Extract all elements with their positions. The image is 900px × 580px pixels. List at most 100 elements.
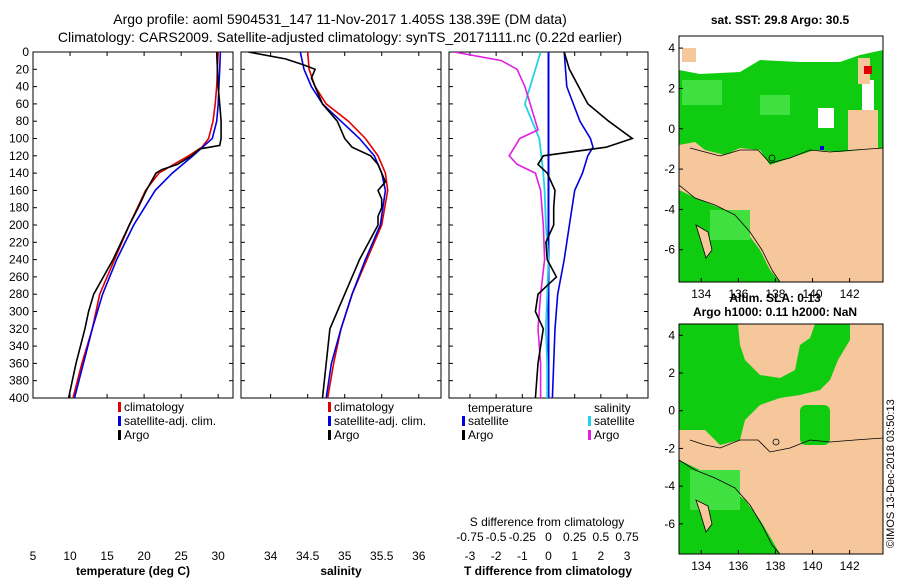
sst-map-ticks: 134 136 138 140 142 4 2 0 -2 -4 -6 bbox=[664, 41, 860, 301]
sla-map-frame bbox=[678, 323, 884, 555]
map-x-tick-label: 138 bbox=[765, 287, 785, 301]
map-y-tick-label: -2 bbox=[664, 162, 675, 176]
depth-tick-label: 360 bbox=[9, 356, 29, 370]
sla-island bbox=[695, 499, 713, 533]
sla-ocean-north bbox=[679, 324, 850, 445]
legend-label-s-argo: Argo bbox=[594, 428, 620, 442]
legend-label-satellite: satellite-adj. clim. bbox=[334, 414, 426, 428]
temperature-legend: climatology satellite-adj. clim. Argo bbox=[118, 400, 216, 442]
sla-coastline bbox=[689, 437, 883, 453]
x-tick-label: 1 bbox=[571, 549, 578, 563]
sst-hot-pixel bbox=[864, 66, 872, 74]
legend-label-argo: Argo bbox=[124, 428, 150, 442]
difference-ticks: -3 -2 -1 0 1 2 3 bbox=[449, 51, 648, 563]
sla-map-ticks: 134 136 138 140 142 4 2 0 -2 -4 -6 bbox=[664, 328, 860, 573]
map-x-tick-label: 142 bbox=[840, 559, 860, 573]
credit-text: ©IMOS 13-Dec-2018 03:50:13 bbox=[885, 399, 897, 548]
depth-tick-label: 280 bbox=[9, 287, 29, 301]
t-diff-xlabel: T difference from climatology bbox=[464, 564, 632, 578]
legend-swatch-t-satellite bbox=[462, 416, 465, 426]
legend-label-argo: Argo bbox=[334, 428, 360, 442]
map-x-tick-label: 134 bbox=[691, 559, 711, 573]
x-tick-label: -3 bbox=[465, 549, 476, 563]
depth-axis: 0 20 40 60 80 100 120 140 160 180 200 220 240 260 280 3… bbox=[9, 45, 29, 405]
x-tick-label: 35 bbox=[338, 549, 352, 563]
x-tick-label: 30 bbox=[212, 549, 226, 563]
x-tick-label: 2 bbox=[598, 549, 605, 563]
s-tick-label: -0.5 bbox=[486, 530, 507, 544]
difference-legend: temperature satellite Argo salinity sate… bbox=[462, 401, 635, 442]
depth-tick-label: 120 bbox=[9, 149, 29, 163]
s-tick-label: 0 bbox=[545, 530, 552, 544]
title-line-1: Argo profile: aoml 5904531_147 11-Nov-20… bbox=[113, 11, 566, 27]
x-tick-label: 15 bbox=[100, 549, 114, 563]
legend-title-salinity: salinity bbox=[594, 401, 631, 415]
depth-tick-label: 220 bbox=[9, 235, 29, 249]
map-y-tick-label: 2 bbox=[668, 366, 675, 380]
x-tick-label: 5 bbox=[30, 549, 37, 563]
depth-tick-label: 160 bbox=[9, 183, 29, 197]
x-tick-label: 10 bbox=[63, 549, 77, 563]
map-y-tick-label: 4 bbox=[668, 41, 675, 55]
sst-missing-patch bbox=[862, 80, 874, 110]
sst-island bbox=[768, 154, 776, 162]
s-diff-ticks: -0.75 -0.5 -0.25 0 0.25 0.5 0.75 bbox=[456, 530, 639, 544]
legend-label-t-argo: Argo bbox=[468, 428, 494, 442]
map-x-tick-label: 136 bbox=[728, 287, 748, 301]
sst-missing-north bbox=[679, 36, 883, 74]
legend-swatch-satellite bbox=[118, 416, 121, 426]
sst-warm-patch bbox=[682, 80, 722, 105]
sst-warm-patch bbox=[760, 95, 790, 115]
sla-ocean-patch bbox=[800, 405, 830, 445]
map-y-tick-label: 2 bbox=[668, 81, 675, 95]
map-y-tick-label: -4 bbox=[664, 202, 675, 216]
x-tick-label: 25 bbox=[174, 549, 188, 563]
depth-tick-label: 100 bbox=[9, 132, 29, 146]
salinity-xlabel: salinity bbox=[320, 564, 362, 578]
s-diff-satellite-line bbox=[523, 52, 550, 398]
temperature-argo-line bbox=[67, 52, 222, 398]
map-y-tick-label: 0 bbox=[668, 122, 675, 136]
sst-coastline bbox=[679, 184, 781, 282]
sst-land-patch bbox=[848, 110, 878, 150]
sla-map-title-1: Altim. SLA: 0.13 bbox=[729, 291, 821, 305]
s-tick-label: 0.25 bbox=[563, 530, 587, 544]
temperature-climatology-line bbox=[72, 52, 219, 398]
map-y-tick-label: 0 bbox=[668, 404, 675, 418]
title-line-2: Climatology: CARS2009. Satellite-adjuste… bbox=[58, 29, 622, 45]
map-x-tick-label: 134 bbox=[691, 287, 711, 301]
legend-swatch-argo bbox=[118, 430, 121, 440]
legend-title-temperature: temperature bbox=[468, 401, 533, 415]
x-tick-label: 34.5 bbox=[296, 549, 320, 563]
s-tick-label: -0.25 bbox=[509, 530, 537, 544]
depth-tick-label: 320 bbox=[9, 322, 29, 336]
legend-label-climatology: climatology bbox=[124, 400, 184, 414]
temperature-panel: 5 10 15 20 25 30 temperature (deg C) climatol… bbox=[30, 51, 234, 578]
depth-tick-label: 300 bbox=[9, 305, 29, 319]
legend-label-satellite: satellite-adj. clim. bbox=[124, 414, 216, 428]
depth-tick-label: 140 bbox=[9, 166, 29, 180]
x-tick-label: 0 bbox=[545, 549, 552, 563]
depth-tick-label: 180 bbox=[9, 201, 29, 215]
temperature-xlabel: temperature (deg C) bbox=[76, 564, 190, 578]
legend-label-climatology: climatology bbox=[334, 400, 394, 414]
sst-coastline bbox=[689, 147, 883, 164]
depth-tick-label: 80 bbox=[16, 114, 30, 128]
map-x-tick-label: 140 bbox=[803, 559, 823, 573]
legend-swatch-satellite bbox=[328, 416, 331, 426]
salinity-frame bbox=[240, 51, 442, 399]
sst-map-frame bbox=[678, 35, 884, 283]
difference-panel: -3 -2 -1 0 1 2 3 S difference from climatology… bbox=[448, 51, 649, 578]
sla-map: Altim. SLA: 0.13 Argo h1000: 0.11 h2000:… bbox=[664, 291, 884, 573]
map-y-tick-label: -2 bbox=[664, 441, 675, 455]
legend-swatch-t-argo bbox=[462, 430, 465, 440]
sla-map-title-2: Argo h1000: 0.11 h2000: NaN bbox=[693, 305, 857, 319]
salinity-argo-line bbox=[248, 52, 387, 398]
map-y-tick-label: -6 bbox=[664, 243, 675, 257]
s-tick-label: -0.75 bbox=[456, 530, 484, 544]
x-tick-label: -1 bbox=[517, 549, 528, 563]
depth-tick-label: 60 bbox=[16, 97, 30, 111]
salinity-panel: 34 34.5 35 35.5 36 salinity climatology sate… bbox=[240, 51, 442, 578]
sst-map: sat. SST: 29.8 Argo: 30.5 1 bbox=[664, 13, 884, 301]
depth-tick-label: 400 bbox=[9, 391, 29, 405]
